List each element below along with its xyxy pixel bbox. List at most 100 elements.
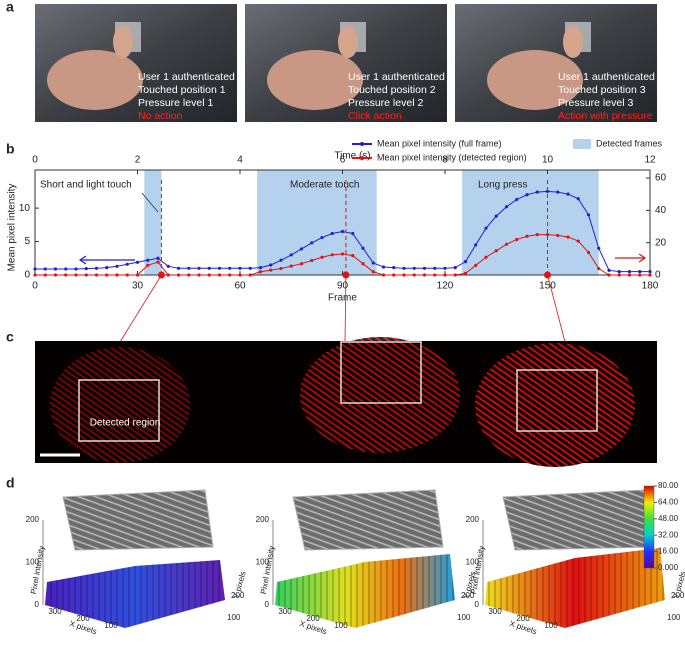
- data-point: [135, 260, 140, 264]
- surface-ridges: [485, 548, 665, 628]
- data-point: [125, 262, 129, 266]
- data-point: [187, 266, 191, 270]
- photo-caption: User 1 authenticated: [558, 71, 655, 83]
- data-point: [371, 261, 375, 265]
- data-point: [617, 270, 621, 274]
- data-point: [515, 197, 519, 202]
- x-tick-label: 100: [334, 621, 348, 630]
- y-axis-label: Mean pixel intensity: [7, 184, 18, 272]
- data-point: [115, 264, 119, 268]
- data-point: [433, 266, 437, 270]
- data-point: [638, 270, 642, 274]
- x-tick-label: 60: [234, 281, 246, 292]
- x2-tick-label: 4: [237, 155, 243, 166]
- data-point: [74, 273, 78, 277]
- z-tick-label: 0: [475, 600, 480, 609]
- data-point: [53, 267, 58, 271]
- x-tick-label: 150: [539, 281, 556, 292]
- data-point: [525, 234, 529, 238]
- data-point: [627, 270, 632, 274]
- photo-caption: Pressure level 2: [348, 97, 423, 109]
- x-tick-label: 30: [132, 281, 144, 292]
- surface-ridges: [275, 554, 455, 628]
- data-point: [556, 190, 560, 194]
- fingerprint: [50, 347, 190, 463]
- connector: [547, 274, 566, 343]
- z-tick-label: 200: [466, 515, 480, 524]
- data-point: [258, 270, 263, 274]
- data-point: [279, 258, 283, 262]
- x-tick-label: 300: [48, 607, 62, 616]
- photo-caption: Touched position 1: [138, 84, 226, 96]
- data-point: [84, 273, 88, 277]
- detected-frames: [144, 170, 162, 275]
- data-point: [269, 263, 273, 267]
- data-point: [351, 231, 355, 236]
- data-point: [207, 266, 211, 270]
- hand: [487, 50, 583, 110]
- legend-dot: [360, 142, 364, 146]
- data-point: [43, 267, 47, 271]
- data-point: [566, 235, 570, 239]
- y2-tick-label: 0: [655, 270, 661, 281]
- data-point: [371, 270, 375, 274]
- connector: [119, 274, 162, 343]
- data-point: [248, 273, 252, 277]
- data-point: [627, 273, 632, 277]
- data-point: [43, 273, 47, 277]
- data-point: [197, 266, 201, 270]
- y-tick-label: 100: [227, 613, 241, 622]
- data-point: [299, 262, 304, 266]
- data-point: [310, 258, 314, 263]
- colorbar-label: 16.00: [658, 547, 679, 556]
- legend-dot: [360, 156, 364, 160]
- x2-tick-label: 6: [340, 155, 346, 166]
- detected-region-box: [78, 379, 160, 442]
- data-point: [607, 268, 611, 272]
- data-point: [576, 197, 580, 201]
- y-tick-label: 100: [457, 613, 471, 622]
- x2-tick-label: 10: [542, 155, 554, 166]
- data-point: [412, 266, 416, 270]
- data-point: [576, 239, 580, 243]
- z-tick-label: 100: [26, 558, 40, 567]
- y2-tick-label: 20: [655, 237, 667, 248]
- x-tick-label: 100: [544, 621, 558, 630]
- data-point: [433, 273, 437, 277]
- data-point: [176, 273, 181, 277]
- fingerprint: [300, 337, 460, 453]
- photo-caption: Pressure level 1: [138, 97, 213, 109]
- panel-label: c: [6, 329, 14, 345]
- z-tick-label: 100: [466, 558, 480, 567]
- colorbar-label: 32.00: [658, 530, 679, 539]
- data-point: [320, 235, 324, 240]
- data-point: [238, 273, 242, 277]
- left-arrow: [78, 255, 135, 265]
- data-point: [474, 263, 478, 267]
- data-point: [217, 266, 222, 270]
- data-point: [484, 255, 488, 259]
- legend-label: Mean pixel intensity (full frame): [377, 138, 502, 148]
- data-point: [258, 266, 263, 270]
- y-tick-label: 200: [461, 591, 475, 600]
- data-point: [494, 249, 498, 253]
- data-point: [197, 273, 201, 277]
- x-tick-label: 100: [104, 621, 118, 630]
- data-point: [607, 273, 611, 277]
- colorbar-label: 0.000: [658, 563, 679, 572]
- x2-axis-label: Time (s): [334, 151, 370, 162]
- data-point: [340, 252, 345, 256]
- data-point: [556, 233, 560, 238]
- detected-frames: [257, 170, 377, 275]
- data-point: [94, 266, 99, 270]
- connector: [344, 274, 347, 343]
- y2-tick-label: 60: [655, 173, 667, 184]
- x-tick-label: 200: [76, 614, 90, 623]
- data-point: [289, 253, 293, 257]
- data-point: [146, 258, 150, 262]
- data-point: [320, 255, 324, 259]
- finger: [113, 26, 133, 58]
- photo-caption: Pressure level 3: [558, 97, 633, 109]
- data-point: [64, 273, 68, 277]
